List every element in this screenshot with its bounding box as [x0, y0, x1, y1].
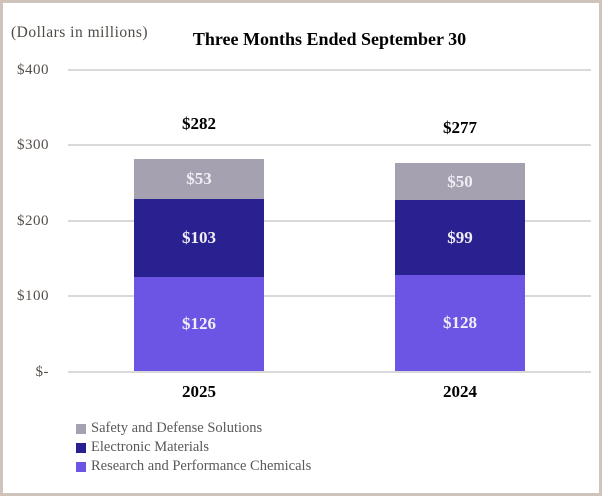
bar-segment: $126	[134, 276, 264, 372]
x-axis-category-label: 2025	[182, 382, 216, 401]
bar-segment-value-label: $50	[447, 171, 473, 191]
bar-segment-value-label: $53	[186, 168, 212, 188]
legend-swatch-icon	[76, 461, 86, 472]
legend-swatch-icon	[76, 423, 86, 434]
bar-segment-value-label: $126	[182, 314, 216, 333]
bar-segment: $103	[134, 198, 264, 277]
legend-label: Research and Performance Chemicals	[91, 458, 312, 474]
y-axis-tick-label: $300	[17, 137, 49, 154]
bar-segment: $99	[395, 200, 525, 275]
chart-title: Three Months Ended September 30	[192, 29, 467, 49]
bar-segment-value-label: $128	[443, 313, 477, 333]
bar-segment: $128	[395, 275, 525, 372]
bar-total-label: $277	[443, 117, 477, 137]
bar-segment-value-label: $99	[447, 227, 473, 247]
gridline	[68, 295, 591, 298]
legend-item: Safety and Defense Solutions	[76, 419, 311, 438]
units-note: (Dollars in millions)	[11, 24, 149, 41]
legend-label: Electronic Materials	[91, 439, 209, 455]
legend: Safety and Defense Solutions Electronic …	[76, 419, 311, 476]
bar-segment: $50	[395, 162, 525, 201]
y-axis-tick-label: $100	[17, 288, 49, 305]
x-axis-category-label: 2024	[443, 382, 477, 401]
gridline	[68, 69, 591, 71]
bar-segment-value-label: $103	[182, 227, 216, 247]
bar-total-label: $282	[182, 113, 216, 133]
legend-swatch-icon	[76, 442, 86, 453]
legend-label: Safety and Defense Solutions	[91, 420, 263, 436]
legend-item: Research and Performance Chemicals	[76, 457, 311, 476]
gridline	[68, 370, 591, 373]
gridline	[68, 144, 591, 147]
bar-segment: $53	[134, 158, 264, 199]
legend-item: Electronic Materials	[76, 438, 311, 457]
y-axis-tick-label: $200	[17, 212, 49, 229]
gridline	[68, 219, 591, 222]
y-axis-tick-label: $-	[35, 363, 49, 380]
y-axis-tick-label: $400	[17, 62, 49, 78]
